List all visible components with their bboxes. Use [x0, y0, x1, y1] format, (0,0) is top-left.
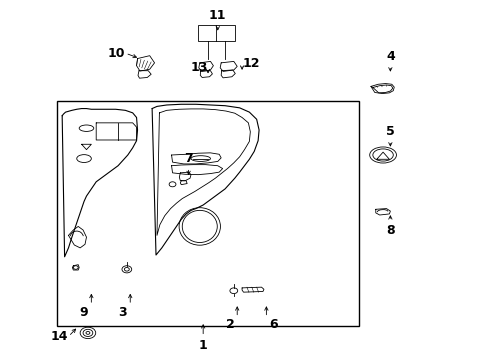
Text: 13: 13 — [190, 61, 207, 74]
Text: 12: 12 — [242, 57, 259, 71]
Text: 5: 5 — [385, 125, 394, 138]
Text: 1: 1 — [199, 339, 207, 352]
Bar — [57, 102, 358, 327]
Text: 4: 4 — [385, 50, 394, 63]
Text: 8: 8 — [385, 224, 394, 237]
Text: 11: 11 — [208, 9, 226, 22]
Text: 9: 9 — [80, 306, 88, 319]
Text: 6: 6 — [269, 318, 277, 331]
Text: 10: 10 — [108, 47, 125, 60]
Text: 7: 7 — [184, 152, 193, 165]
Bar — [198, 25, 234, 41]
Text: 14: 14 — [51, 330, 68, 343]
Text: 3: 3 — [119, 306, 127, 319]
Text: 2: 2 — [225, 318, 234, 331]
